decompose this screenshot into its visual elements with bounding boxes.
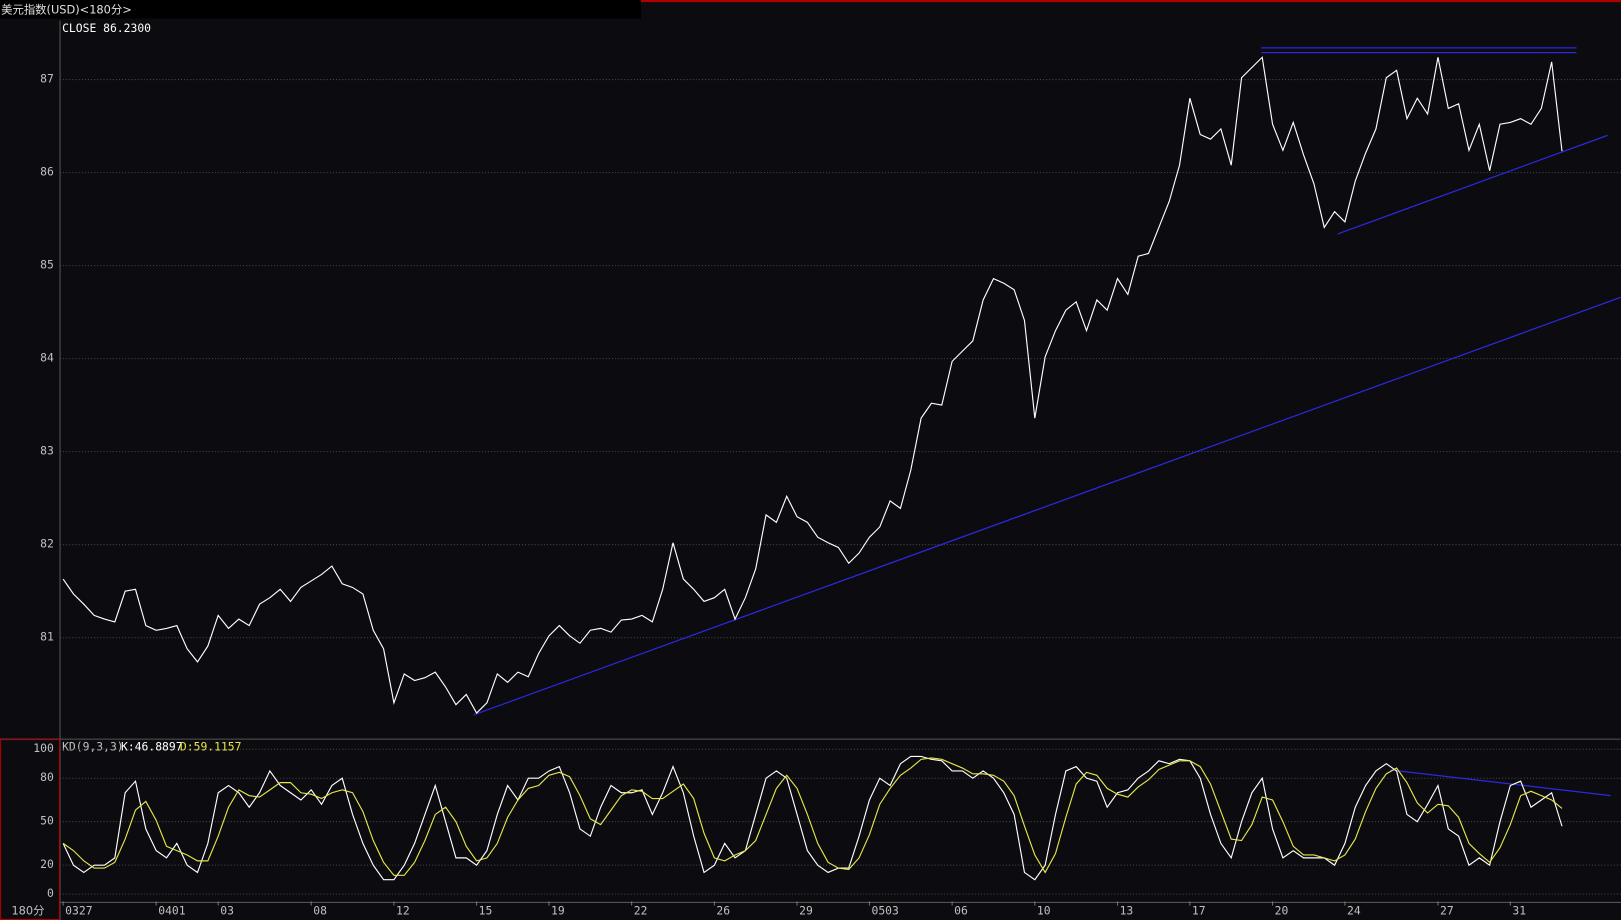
y-tick-label: 85 bbox=[40, 258, 54, 272]
series-line bbox=[62, 755, 1563, 881]
x-tick-label: 17 bbox=[1192, 904, 1206, 918]
series-line bbox=[62, 757, 1563, 876]
x-tick-label: 06 bbox=[954, 904, 968, 918]
x-tick-label: 20 bbox=[1275, 904, 1289, 918]
x-tick-label: 24 bbox=[1347, 904, 1361, 918]
y-tick-label: 100 bbox=[33, 741, 54, 755]
x-tick-label: 22 bbox=[634, 904, 648, 918]
x-axis-label: 180分 bbox=[11, 904, 44, 918]
kd-title: KD(9,3,3) bbox=[62, 739, 124, 753]
legend-readout: K:46.8897 bbox=[121, 739, 183, 753]
title-bar bbox=[0, 0, 641, 19]
y-tick-label: 0 bbox=[47, 886, 54, 900]
x-tick-label: 10 bbox=[1037, 904, 1051, 918]
x-tick-label: 27 bbox=[1440, 904, 1454, 918]
y-tick-label: 50 bbox=[40, 814, 54, 828]
kd-axis-frame bbox=[0, 739, 61, 920]
x-tick-label: 12 bbox=[396, 904, 410, 918]
legend-readout: CLOSE 86.2300 bbox=[62, 21, 151, 35]
x-tick-label: 0401 bbox=[158, 904, 186, 918]
chart-title: 美元指数(USD)<180分> bbox=[1, 2, 132, 16]
y-tick-label: 84 bbox=[40, 351, 54, 365]
x-tick-label: 03 bbox=[220, 904, 234, 918]
y-tick-label: 80 bbox=[40, 770, 54, 784]
trendline bbox=[1390, 769, 1611, 797]
x-tick-label: 0327 bbox=[65, 904, 92, 918]
x-tick-label: 0503 bbox=[871, 904, 898, 918]
x-tick-label: 26 bbox=[716, 904, 730, 918]
x-tick-label: 13 bbox=[1120, 904, 1134, 918]
legend-readout: D:59.1157 bbox=[180, 739, 242, 753]
y-tick-label: 86 bbox=[40, 165, 54, 179]
y-tick-label: 83 bbox=[40, 444, 54, 458]
y-tick-label: 87 bbox=[40, 72, 54, 86]
trendline bbox=[1337, 134, 1608, 235]
y-tick-label: 82 bbox=[40, 537, 54, 551]
x-tick-label: 31 bbox=[1512, 904, 1526, 918]
trendline bbox=[473, 296, 1621, 716]
series-line bbox=[62, 56, 1563, 714]
y-tick-label: 20 bbox=[40, 857, 54, 871]
x-tick-label: 19 bbox=[551, 904, 565, 918]
x-tick-label: 29 bbox=[799, 904, 813, 918]
x-tick-label: 08 bbox=[313, 904, 327, 918]
x-tick-label: 15 bbox=[479, 904, 493, 918]
y-tick-label: 81 bbox=[40, 630, 54, 644]
